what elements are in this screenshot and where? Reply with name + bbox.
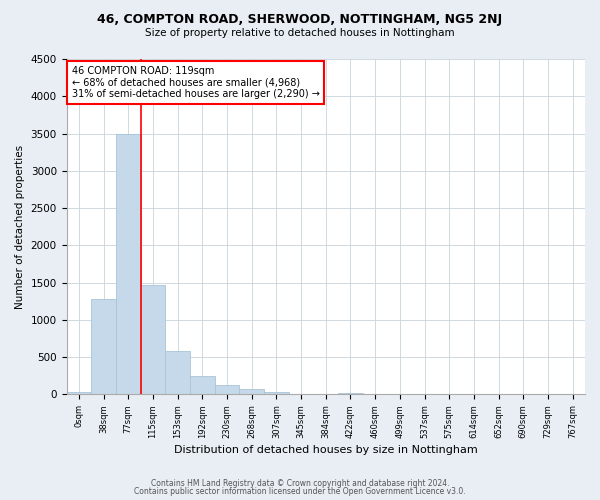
Y-axis label: Number of detached properties: Number of detached properties bbox=[15, 144, 25, 308]
Bar bbox=[140, 285, 165, 395]
Bar bbox=[116, 134, 140, 394]
Text: Contains public sector information licensed under the Open Government Licence v3: Contains public sector information licen… bbox=[134, 487, 466, 496]
Bar bbox=[338, 393, 363, 394]
X-axis label: Distribution of detached houses by size in Nottingham: Distribution of detached houses by size … bbox=[174, 445, 478, 455]
Bar bbox=[165, 351, 190, 395]
Text: 46, COMPTON ROAD, SHERWOOD, NOTTINGHAM, NG5 2NJ: 46, COMPTON ROAD, SHERWOOD, NOTTINGHAM, … bbox=[97, 12, 503, 26]
Text: 46 COMPTON ROAD: 119sqm
← 68% of detached houses are smaller (4,968)
31% of semi: 46 COMPTON ROAD: 119sqm ← 68% of detache… bbox=[72, 66, 320, 99]
Bar bbox=[239, 389, 264, 394]
Text: Contains HM Land Registry data © Crown copyright and database right 2024.: Contains HM Land Registry data © Crown c… bbox=[151, 478, 449, 488]
Bar bbox=[264, 392, 289, 394]
Bar bbox=[91, 299, 116, 394]
Bar bbox=[67, 392, 91, 394]
Text: Size of property relative to detached houses in Nottingham: Size of property relative to detached ho… bbox=[145, 28, 455, 38]
Bar bbox=[190, 376, 215, 394]
Bar bbox=[215, 384, 239, 394]
